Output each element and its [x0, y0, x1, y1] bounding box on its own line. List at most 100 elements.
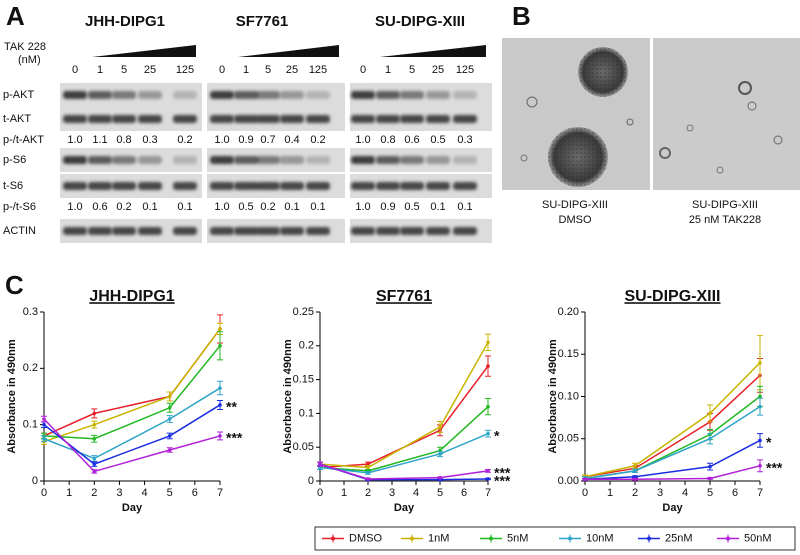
dose-label: 1	[243, 64, 249, 76]
blot-band	[306, 91, 330, 99]
x-tick-label: 6	[732, 487, 738, 499]
blot-band	[426, 182, 450, 190]
blot-band	[400, 227, 424, 235]
data-point	[758, 394, 762, 399]
blot-band	[306, 182, 330, 190]
data-point	[486, 364, 490, 368]
series-line	[319, 432, 489, 474]
row-label: p-AKT	[3, 89, 34, 101]
ratio-value: 0.1	[142, 201, 157, 213]
blot-band	[426, 115, 450, 123]
blot-band	[376, 182, 400, 190]
legend-label: 10nM	[586, 532, 614, 544]
legend-label: 25nM	[665, 532, 693, 544]
blot-band	[376, 156, 400, 164]
y-tick-label: 0	[308, 475, 314, 487]
ratio-value: 0.6	[92, 201, 107, 213]
y-tick-label: 0.15	[293, 374, 314, 386]
ratio-value: 0.2	[310, 134, 325, 146]
blot-band	[138, 156, 162, 164]
x-tick-label: 2	[91, 487, 97, 499]
data-point	[92, 411, 97, 416]
dose-label: 5	[121, 64, 127, 76]
data-point	[218, 327, 222, 331]
micrograph-dmso	[502, 38, 650, 190]
data-point	[758, 463, 762, 468]
legend-label: 5nM	[507, 532, 528, 544]
dose-label: 0	[360, 64, 366, 76]
data-point	[218, 386, 222, 390]
x-tick-label: 4	[413, 487, 419, 499]
row-label: t-AKT	[3, 113, 31, 125]
ratio-value: 0.7	[260, 134, 275, 146]
blot-band	[63, 182, 87, 190]
x-tick-label: 2	[365, 487, 371, 499]
ratio-value: 0.2	[260, 201, 275, 213]
data-point	[42, 417, 46, 421]
caption: SU-DIPG-XIII	[692, 199, 758, 211]
blot-band	[376, 227, 400, 235]
x-tick-label: 4	[142, 487, 148, 499]
blot-band	[280, 227, 304, 235]
blot-band	[453, 91, 477, 99]
blot-band	[453, 182, 477, 190]
x-tick-label: 1	[341, 487, 347, 499]
data-point	[218, 403, 222, 407]
dose-label: 1	[385, 64, 391, 76]
legend-label: 50nM	[744, 532, 772, 544]
blot-band	[306, 156, 330, 164]
blot-band	[88, 91, 112, 99]
blot-band	[351, 115, 375, 123]
data-point	[167, 434, 172, 438]
x-tick-label: 0	[41, 487, 47, 499]
blot-band	[376, 91, 400, 99]
blot-band	[234, 182, 258, 190]
x-tick-label: 5	[437, 487, 443, 499]
series-line	[43, 404, 221, 465]
ratio-value: 1.0	[355, 201, 370, 213]
y-tick-label: 0.3	[23, 306, 38, 318]
y-tick-label: 0	[32, 475, 38, 487]
dose-label: 1	[97, 64, 103, 76]
micrograph-tak228	[653, 38, 800, 190]
dose-label: 0	[219, 64, 225, 76]
data-point	[633, 469, 637, 473]
data-point	[42, 422, 46, 427]
x-axis-label: Day	[122, 502, 143, 514]
data-point	[486, 431, 490, 436]
significance-mark: *	[766, 434, 772, 450]
data-point	[167, 394, 172, 399]
data-point	[708, 411, 712, 416]
y-tick-label: 0.00	[558, 475, 579, 487]
dose-wedge	[238, 45, 339, 57]
blot-band	[306, 227, 330, 235]
dose-label: 125	[309, 64, 327, 76]
legend-marker	[647, 536, 651, 541]
legend-marker	[568, 536, 572, 541]
y-tick-label: 0.15	[558, 348, 579, 360]
blot-band	[210, 115, 234, 123]
significance-mark: **	[226, 399, 237, 415]
row-label: p-S6	[3, 154, 26, 166]
ratio-value: 0.1	[430, 201, 445, 213]
blot-band	[88, 115, 112, 123]
y-tick-label: 0.20	[558, 306, 579, 318]
data-point	[167, 405, 172, 410]
series-line	[43, 345, 221, 440]
data-point	[167, 448, 172, 452]
ratio-value: 0.5	[238, 201, 253, 213]
data-point	[366, 465, 370, 470]
series-line	[584, 406, 761, 480]
blot-band	[280, 115, 304, 123]
blot-band	[256, 91, 280, 99]
data-point	[218, 344, 222, 348]
blot-band	[234, 91, 258, 99]
blot-band	[426, 227, 450, 235]
data-point	[92, 436, 97, 441]
data-point	[758, 438, 762, 443]
legend-label: 1nM	[428, 532, 449, 544]
significance-mark: ***	[494, 473, 511, 489]
blot-band	[210, 156, 234, 164]
data-point	[92, 422, 97, 427]
data-point	[438, 475, 442, 480]
